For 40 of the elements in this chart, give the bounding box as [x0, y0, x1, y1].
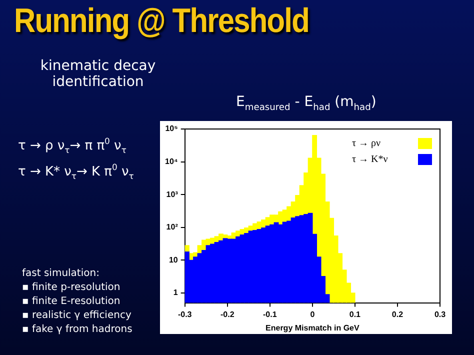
bar — [261, 227, 266, 303]
text: τ → K*ν — [352, 154, 388, 164]
y-tick-label: 10³ — [166, 190, 178, 199]
x-tick-label: -0.1 — [263, 310, 278, 319]
x-tick-label: -0.3 — [178, 310, 192, 319]
bar — [193, 256, 198, 303]
bar — [210, 244, 215, 303]
bar — [227, 238, 232, 303]
x-tick-label: 0.2 — [392, 310, 404, 319]
bar — [304, 214, 309, 303]
bar — [244, 232, 249, 303]
x-tick-label: -0.2 — [220, 310, 235, 319]
text: τ → K* ν$_{τ}$→ K π$^{0}$ ν$_{τ}$ — [18, 162, 134, 181]
bar — [184, 245, 190, 252]
text: ▪ realistic γ efficiency — [22, 310, 132, 321]
bar — [278, 224, 283, 303]
bar — [252, 230, 258, 303]
bar — [295, 216, 300, 303]
y-tick-label: 1 — [173, 288, 178, 298]
y-tick-label: 10 — [168, 255, 178, 264]
text: ▪ finite E-resolution — [22, 296, 120, 307]
x-tick-label: 0.3 — [434, 310, 446, 319]
text: kinematic decay identification — [39, 58, 157, 90]
text: ▪ fake γ from hadrons — [22, 324, 132, 335]
y-tick-label: 10⁵ — [165, 124, 178, 134]
text: fast simulation: — [22, 268, 100, 279]
text: τ → ρ ν$_{τ}$→ π π$^{0}$ ν$_{τ}$ — [18, 136, 126, 155]
bar — [286, 220, 292, 303]
chart-title: Running @ Threshold — [14, 2, 310, 41]
y-tick-label: 10² — [166, 222, 178, 232]
text: τ → ρν — [352, 138, 381, 148]
bar — [270, 224, 274, 303]
chart-subtitle: E$_{measured}$ - E$_{had}$ (m$_{had}$) — [236, 94, 376, 113]
x-tick-label: 0.1 — [349, 310, 362, 319]
x-tick-label: 0 — [310, 310, 316, 319]
bar — [236, 236, 240, 303]
text: ▪ finite p-resolution — [22, 282, 120, 293]
bar — [218, 240, 224, 303]
y-tick-label: 10⁴ — [164, 156, 178, 166]
x-axis-title: Energy Mismatch in GeV — [266, 323, 360, 332]
